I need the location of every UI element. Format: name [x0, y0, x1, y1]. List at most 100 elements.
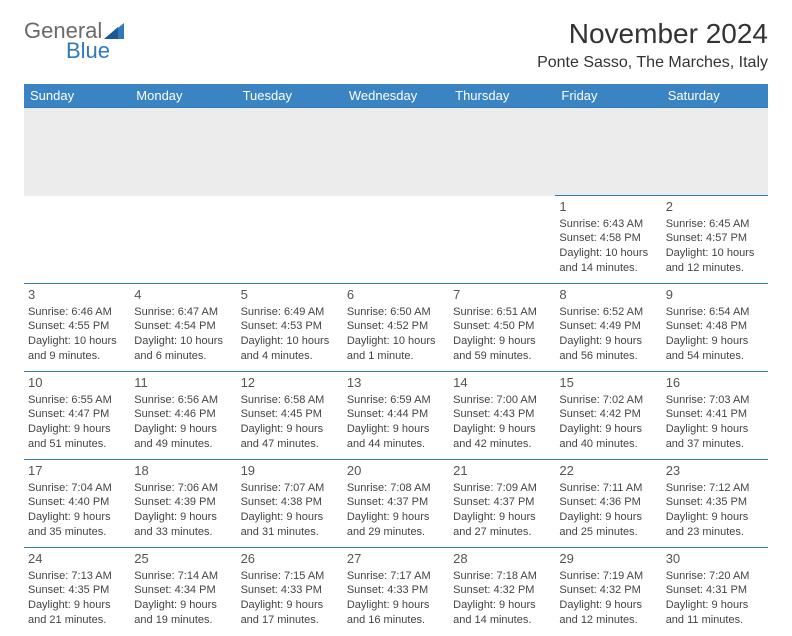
day-cell: 14Sunrise: 7:00 AMSunset: 4:43 PMDayligh… — [449, 372, 555, 460]
sunrise-text: Sunrise: 6:55 AM — [28, 393, 126, 408]
daylight-text: and 1 minute. — [347, 349, 445, 364]
sunrise-text: Sunrise: 7:00 AM — [453, 393, 551, 408]
sunrise-text: Sunrise: 6:58 AM — [241, 393, 339, 408]
day-cell — [449, 196, 555, 284]
daylight-text: and 40 minutes. — [559, 437, 657, 452]
day-cell: 17Sunrise: 7:04 AMSunset: 4:40 PMDayligh… — [24, 460, 130, 548]
sunrise-text: Sunrise: 7:19 AM — [559, 569, 657, 584]
sunrise-text: Sunrise: 7:17 AM — [347, 569, 445, 584]
col-wednesday: Wednesday — [343, 84, 449, 108]
sunset-text: Sunset: 4:50 PM — [453, 319, 551, 334]
col-sunday: Sunday — [24, 84, 130, 108]
daylight-text: and 17 minutes. — [241, 613, 339, 628]
day-cell: 22Sunrise: 7:11 AMSunset: 4:36 PMDayligh… — [555, 460, 661, 548]
sunset-text: Sunset: 4:46 PM — [134, 407, 232, 422]
day-number: 15 — [559, 374, 657, 392]
day-cell: 5Sunrise: 6:49 AMSunset: 4:53 PMDaylight… — [237, 284, 343, 372]
day-cell: 27Sunrise: 7:17 AMSunset: 4:33 PMDayligh… — [343, 548, 449, 636]
daylight-text: Daylight: 9 hours — [666, 334, 764, 349]
day-number: 14 — [453, 374, 551, 392]
brand-text-2: Blue — [66, 38, 110, 63]
brand-logo: General Blue — [24, 18, 124, 64]
day-cell: 29Sunrise: 7:19 AMSunset: 4:32 PMDayligh… — [555, 548, 661, 636]
sunrise-text: Sunrise: 7:04 AM — [28, 481, 126, 496]
day-cell: 21Sunrise: 7:09 AMSunset: 4:37 PMDayligh… — [449, 460, 555, 548]
sunrise-text: Sunrise: 6:49 AM — [241, 305, 339, 320]
daylight-text: and 14 minutes. — [453, 613, 551, 628]
daylight-text: and 21 minutes. — [28, 613, 126, 628]
day-number: 26 — [241, 550, 339, 568]
day-number: 23 — [666, 462, 764, 480]
day-cell: 28Sunrise: 7:18 AMSunset: 4:32 PMDayligh… — [449, 548, 555, 636]
daylight-text: and 54 minutes. — [666, 349, 764, 364]
daylight-text: and 37 minutes. — [666, 437, 764, 452]
week-row: 24Sunrise: 7:13 AMSunset: 4:35 PMDayligh… — [24, 548, 768, 636]
day-number: 9 — [666, 286, 764, 304]
daylight-text: and 51 minutes. — [28, 437, 126, 452]
day-cell: 3Sunrise: 6:46 AMSunset: 4:55 PMDaylight… — [24, 284, 130, 372]
sunrise-text: Sunrise: 6:52 AM — [559, 305, 657, 320]
sunset-text: Sunset: 4:43 PM — [453, 407, 551, 422]
daylight-text: Daylight: 9 hours — [241, 510, 339, 525]
sunrise-text: Sunrise: 7:12 AM — [666, 481, 764, 496]
col-tuesday: Tuesday — [237, 84, 343, 108]
day-cell — [130, 196, 236, 284]
day-number: 1 — [559, 198, 657, 216]
sunset-text: Sunset: 4:32 PM — [559, 583, 657, 598]
sunset-text: Sunset: 4:49 PM — [559, 319, 657, 334]
sunrise-text: Sunrise: 7:07 AM — [241, 481, 339, 496]
day-number: 29 — [559, 550, 657, 568]
day-cell: 16Sunrise: 7:03 AMSunset: 4:41 PMDayligh… — [662, 372, 768, 460]
header: General Blue November 2024 Ponte Sasso, … — [24, 18, 768, 72]
day-cell — [343, 196, 449, 284]
sunrise-text: Sunrise: 6:56 AM — [134, 393, 232, 408]
day-number: 28 — [453, 550, 551, 568]
day-cell: 8Sunrise: 6:52 AMSunset: 4:49 PMDaylight… — [555, 284, 661, 372]
daylight-text: Daylight: 10 hours — [134, 334, 232, 349]
sunset-text: Sunset: 4:52 PM — [347, 319, 445, 334]
sunrise-text: Sunrise: 7:18 AM — [453, 569, 551, 584]
day-cell — [24, 196, 130, 284]
location-subtitle: Ponte Sasso, The Marches, Italy — [537, 54, 768, 72]
daylight-text: Daylight: 10 hours — [347, 334, 445, 349]
daylight-text: and 9 minutes. — [28, 349, 126, 364]
sunset-text: Sunset: 4:57 PM — [666, 231, 764, 246]
daylight-text: Daylight: 9 hours — [559, 334, 657, 349]
daylight-text: and 16 minutes. — [347, 613, 445, 628]
daylight-text: Daylight: 9 hours — [559, 422, 657, 437]
daylight-text: and 27 minutes. — [453, 525, 551, 540]
day-number: 5 — [241, 286, 339, 304]
day-header-row: Sunday Monday Tuesday Wednesday Thursday… — [24, 84, 768, 108]
sunrise-text: Sunrise: 7:06 AM — [134, 481, 232, 496]
sunrise-text: Sunrise: 6:47 AM — [134, 305, 232, 320]
sunrise-text: Sunrise: 7:09 AM — [453, 481, 551, 496]
week-row: 3Sunrise: 6:46 AMSunset: 4:55 PMDaylight… — [24, 284, 768, 372]
daylight-text: Daylight: 9 hours — [134, 422, 232, 437]
week-row: 17Sunrise: 7:04 AMSunset: 4:40 PMDayligh… — [24, 460, 768, 548]
daylight-text: Daylight: 9 hours — [134, 510, 232, 525]
sunrise-text: Sunrise: 7:15 AM — [241, 569, 339, 584]
daylight-text: and 12 minutes. — [666, 261, 764, 276]
day-number: 24 — [28, 550, 126, 568]
day-cell: 12Sunrise: 6:58 AMSunset: 4:45 PMDayligh… — [237, 372, 343, 460]
daylight-text: Daylight: 10 hours — [559, 246, 657, 261]
daylight-text: and 56 minutes. — [559, 349, 657, 364]
daylight-text: Daylight: 9 hours — [134, 598, 232, 613]
daylight-text: and 31 minutes. — [241, 525, 339, 540]
day-number: 12 — [241, 374, 339, 392]
sunrise-text: Sunrise: 7:20 AM — [666, 569, 764, 584]
daylight-text: Daylight: 10 hours — [241, 334, 339, 349]
day-number: 20 — [347, 462, 445, 480]
day-number: 30 — [666, 550, 764, 568]
day-number: 8 — [559, 286, 657, 304]
day-cell: 15Sunrise: 7:02 AMSunset: 4:42 PMDayligh… — [555, 372, 661, 460]
daylight-text: and 47 minutes. — [241, 437, 339, 452]
day-cell: 6Sunrise: 6:50 AMSunset: 4:52 PMDaylight… — [343, 284, 449, 372]
sunset-text: Sunset: 4:32 PM — [453, 583, 551, 598]
sunset-text: Sunset: 4:35 PM — [666, 495, 764, 510]
day-cell: 19Sunrise: 7:07 AMSunset: 4:38 PMDayligh… — [237, 460, 343, 548]
daylight-text: Daylight: 9 hours — [453, 510, 551, 525]
col-friday: Friday — [555, 84, 661, 108]
day-cell: 9Sunrise: 6:54 AMSunset: 4:48 PMDaylight… — [662, 284, 768, 372]
daylight-text: Daylight: 9 hours — [666, 510, 764, 525]
